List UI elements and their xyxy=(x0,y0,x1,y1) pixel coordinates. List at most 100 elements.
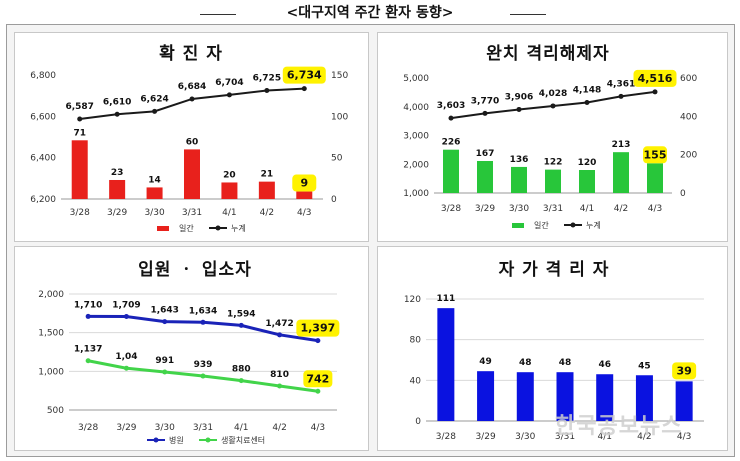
line-point xyxy=(162,319,168,325)
line-point xyxy=(200,319,206,325)
highlight-box xyxy=(292,174,317,192)
bar-value-label: 21 xyxy=(261,170,274,180)
x-tick-label: 4/3 xyxy=(677,432,691,442)
line-value-label: 4,516 xyxy=(638,72,673,85)
bar-value-label: 111 xyxy=(436,294,455,304)
y-tick-label-right: 0 xyxy=(331,195,337,205)
bar-value-label: 122 xyxy=(544,158,563,168)
x-tick-label: 3/30 xyxy=(155,423,175,433)
line-value-label: 742 xyxy=(306,372,329,385)
y-tick-label-left: 6,200 xyxy=(30,195,56,205)
y-tick-label-left: 1,500 xyxy=(38,329,64,339)
legend-swatch xyxy=(157,226,169,231)
y-tick-label-left: 6,800 xyxy=(30,71,56,81)
legend-label: 일간 xyxy=(534,220,549,230)
bar-confirmed xyxy=(296,191,313,199)
y-tick-label-left: 80 xyxy=(410,336,422,346)
x-tick-label: 3/29 xyxy=(475,204,495,214)
panel-treatment: 완치 격리해제자 1,000 2,000 3,000 4,000 5,000 0 200 400… xyxy=(377,32,728,242)
x-tick-label: 3/29 xyxy=(475,432,495,442)
line-point xyxy=(200,373,206,379)
line-point xyxy=(482,110,488,116)
bar-value-label: 20 xyxy=(223,170,236,180)
line-point xyxy=(652,89,658,95)
y-tick-label-right: 100 xyxy=(331,112,348,122)
line-value-label: 810 xyxy=(270,370,289,380)
highlight-box xyxy=(282,66,326,84)
y-tick-label-left: 1,000 xyxy=(38,367,64,377)
line-value-label: 1,643 xyxy=(150,306,178,316)
line-value-label: 939 xyxy=(194,360,213,370)
legend-swatch-marker xyxy=(153,437,159,443)
bar-value-label: 45 xyxy=(638,361,651,371)
bar-value-label: 120 xyxy=(578,158,597,168)
x-tick-label: 3/28 xyxy=(441,204,461,214)
line-value-label: 3,603 xyxy=(437,101,465,111)
bar-confirmed xyxy=(221,182,238,199)
line-value-label: 991 xyxy=(155,356,174,366)
bar-value-label: 48 xyxy=(559,358,572,368)
chart-hospital: 입원 ㆍ 입소자 500 1,000 1,500 2,000 3/28 3/29 3/30 3/… xyxy=(38,260,340,445)
x-tick-label: 4/2 xyxy=(260,208,274,218)
highlight-box xyxy=(643,146,667,164)
bar-value-label: 48 xyxy=(519,358,532,368)
line-value-label: 1,472 xyxy=(265,319,293,329)
line-point xyxy=(238,378,244,384)
x-tick-label: 4/1 xyxy=(597,432,611,442)
line-value-label: 6,684 xyxy=(178,82,206,92)
line-point xyxy=(315,338,321,344)
line-value-label: 1,397 xyxy=(300,322,335,335)
bar-selfisolation xyxy=(516,372,534,421)
x-tick-label: 3/28 xyxy=(70,208,90,218)
x-tick-label: 3/28 xyxy=(436,432,456,442)
line-value-label: 6,624 xyxy=(140,94,168,104)
bar-value-label: 226 xyxy=(442,138,461,148)
bar-value-label: 49 xyxy=(479,357,492,367)
line-value-label: 1,04 xyxy=(115,352,137,362)
line-point xyxy=(584,99,590,105)
line-value-label: 4,148 xyxy=(573,85,601,95)
x-tick-label: 4/1 xyxy=(580,204,594,214)
line-point xyxy=(618,93,624,99)
y-tick-label-left: 6,600 xyxy=(30,112,56,122)
y-tick-label-left: 40 xyxy=(410,376,422,386)
bar-confirmed xyxy=(258,181,275,199)
chart-confirmed: 확 진 자 6,200 6,400 6,600 6,800 0 50 100 150 3/28 3/… xyxy=(30,44,348,233)
bar-selfisolation xyxy=(556,372,574,421)
line-value-label: 6,704 xyxy=(215,78,243,88)
bar-selfisolation xyxy=(477,371,495,421)
x-tick-label: 3/29 xyxy=(107,208,127,218)
panel-selfisolation: 자 가 격 리 자 0 40 80 120 3/28 3/29 3/30 3/31 4/1 4/2 4… xyxy=(377,246,728,451)
bar-selfisolation xyxy=(635,375,653,421)
line-value-label: 1,137 xyxy=(74,345,102,355)
bar-treatment xyxy=(511,166,527,193)
chart-selfisolation: 자 가 격 리 자 0 40 80 120 3/28 3/29 3/30 3/31 4/1 4/2 4… xyxy=(404,260,704,442)
line-value-label: 1,634 xyxy=(189,306,217,316)
title-rule-right xyxy=(510,14,546,15)
legend-label: 병원 xyxy=(169,436,184,445)
line-value-label: 6,725 xyxy=(253,74,281,84)
bar-treatment xyxy=(443,149,459,193)
panel-confirmed: 확 진 자 6,200 6,400 6,600 6,800 0 50 100 150 3/28 3/… xyxy=(14,32,369,242)
line-value-label: 1,594 xyxy=(227,309,255,319)
line-point xyxy=(123,365,129,371)
bar-value-label: 14 xyxy=(148,175,161,185)
line-value-label: 1,709 xyxy=(112,301,140,311)
bar-treatment xyxy=(545,169,561,193)
x-tick-label: 3/31 xyxy=(555,432,575,442)
x-tick-label: 3/29 xyxy=(116,423,136,433)
chart-treatment: 완치 격리해제자 1,000 2,000 3,000 4,000 5,000 0 200 400… xyxy=(403,44,697,230)
bar-treatment xyxy=(613,152,629,193)
line-point xyxy=(516,106,522,112)
line-point xyxy=(85,358,91,364)
line-point xyxy=(448,115,454,121)
title-rule-left xyxy=(200,14,236,15)
line-point xyxy=(77,116,83,122)
bar-treatment xyxy=(647,163,663,193)
y-tick-label-left: 4,000 xyxy=(403,103,429,113)
legend-swatch-marker xyxy=(570,222,576,228)
line-point xyxy=(238,322,244,328)
y-tick-label-right: 50 xyxy=(331,154,343,164)
x-tick-label: 3/31 xyxy=(543,204,563,214)
bar-value-label: 71 xyxy=(73,128,86,138)
